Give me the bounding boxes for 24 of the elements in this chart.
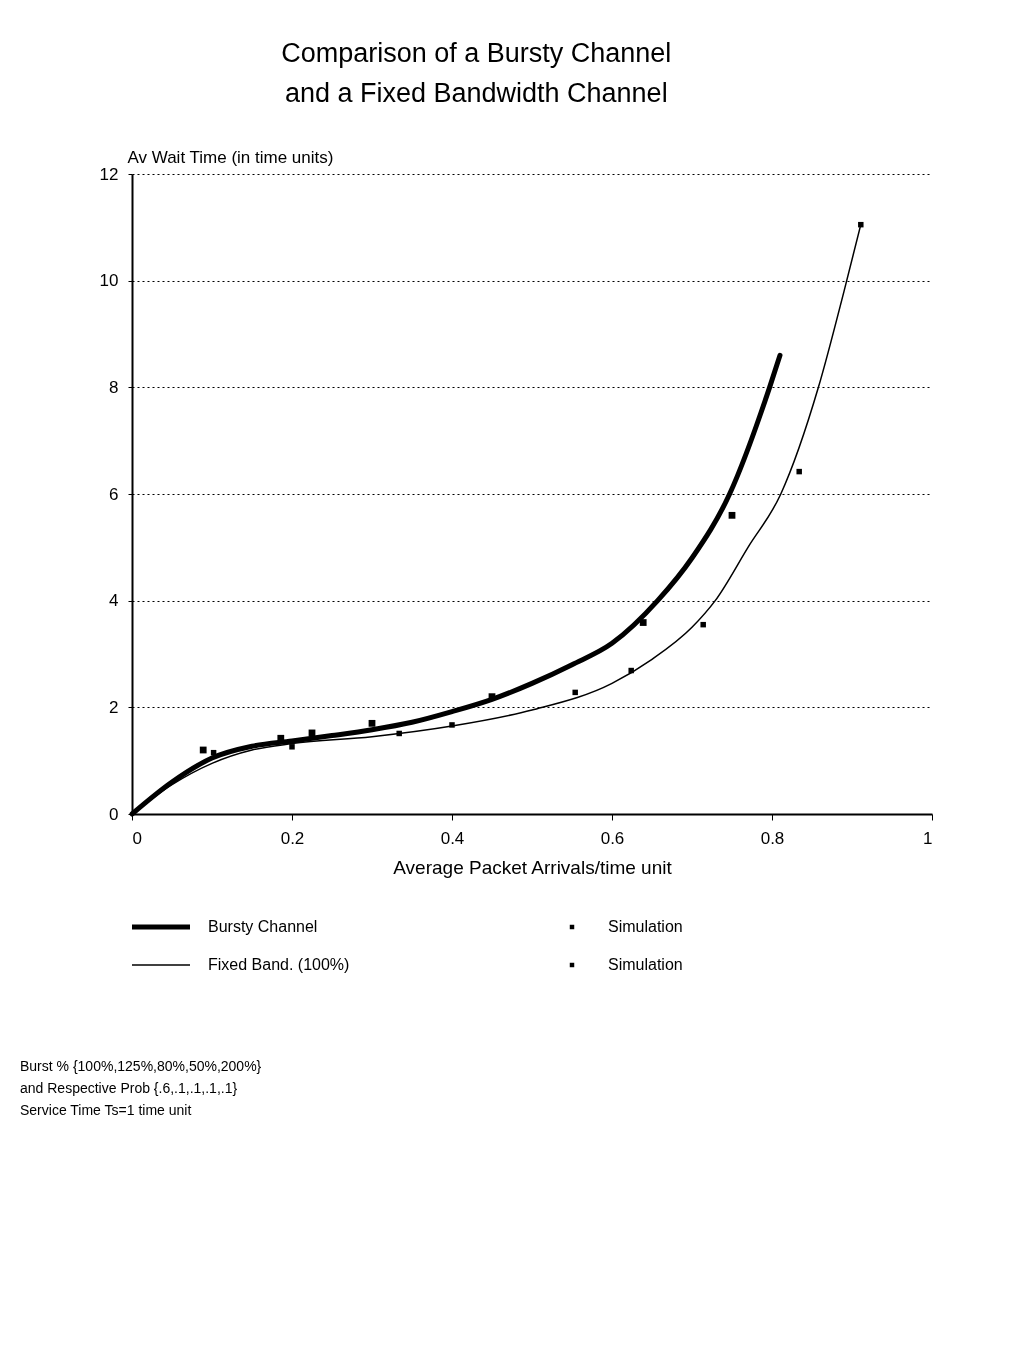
text: and Respective Prob {.6,.1,.1,.1,.1} (20, 1080, 238, 1096)
text: Comparison of a Bursty Channel (281, 38, 672, 68)
legend-label: Simulation (608, 956, 683, 973)
y-tick-label: 10 (99, 271, 119, 291)
legend-label: Bursty Channel (208, 918, 318, 935)
y-tick-label: 6 (109, 484, 119, 504)
y-axis-title: Av Wait Time (in time units) (127, 147, 334, 167)
x-tick-label: 0 (132, 828, 142, 848)
x-tick-label: 0.8 (760, 828, 785, 848)
x-tick-label: 0.2 (280, 828, 305, 848)
text: and a Fixed Bandwidth Channel (284, 78, 668, 108)
y-tick-label: 12 (99, 164, 119, 184)
legend-label: Fixed Band. (100%) (208, 956, 350, 973)
legend-label: Simulation (608, 918, 683, 935)
x-tick-label: 0.6 (600, 828, 625, 848)
y-tick-label: 8 (109, 377, 119, 397)
y-tick-label: 2 (109, 697, 119, 717)
text: Burst % {100%,125%,80%,50%,200%} (20, 1058, 262, 1074)
y-tick-label: 0 (109, 804, 119, 824)
text: Service Time Ts=1 time unit (20, 1102, 192, 1118)
x-tick-label: 0.4 (440, 828, 465, 848)
x-axis-title: Average Packet Arrivals/time unit (393, 856, 673, 878)
y-tick-label: 4 (109, 591, 119, 611)
x-tick-label: 1 (923, 828, 933, 848)
